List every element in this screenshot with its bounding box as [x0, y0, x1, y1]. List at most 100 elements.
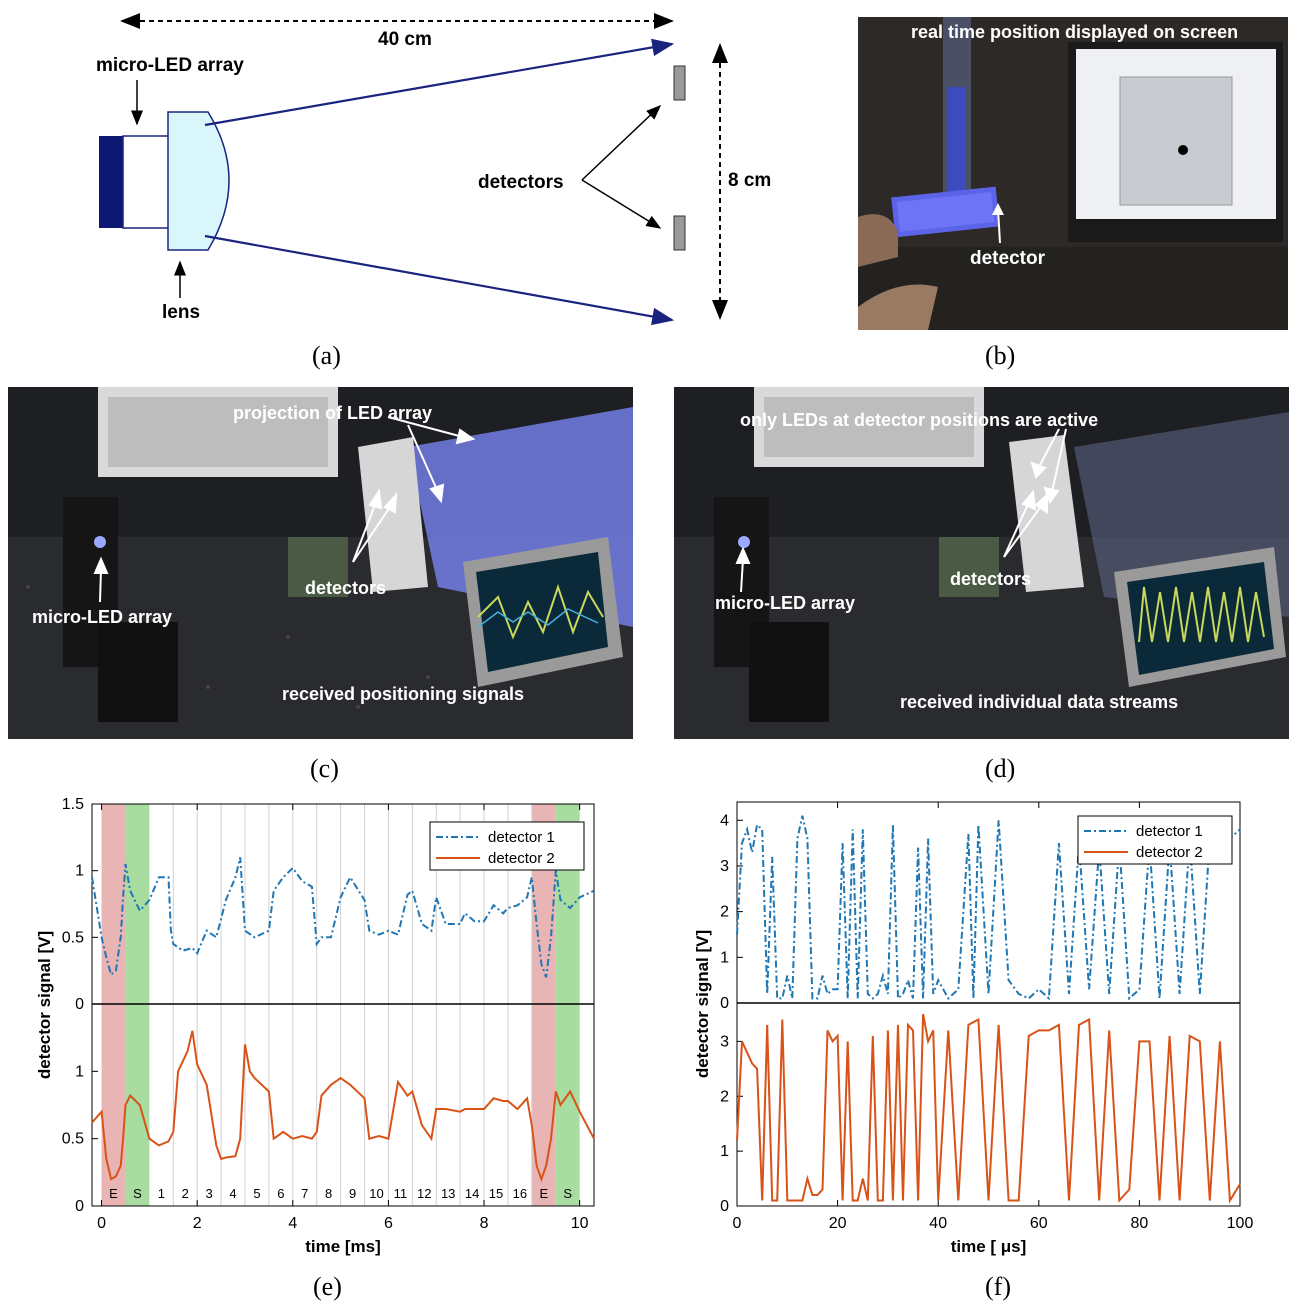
x-tick-label: 6: [384, 1215, 393, 1232]
y-tick-label: 0.5: [62, 929, 84, 946]
slot-label: 10: [369, 1186, 383, 1201]
detectors-label: detectors: [478, 172, 564, 193]
streams-label: received individual data streams: [900, 692, 1179, 712]
band-1: [125, 804, 150, 1206]
series-line-2: [736, 1013, 1241, 1204]
micro-led-label-d: micro-LED array: [715, 593, 856, 613]
x-tick-label: 2: [193, 1215, 202, 1232]
legend-label: detector 2: [1136, 844, 1203, 861]
y-tick-label: 1: [75, 1063, 84, 1080]
lens-shape: [167, 111, 230, 251]
photo-d-scene: [674, 387, 1289, 739]
series-line-1: [736, 815, 1241, 1001]
detectors-label-d: detectors: [950, 569, 1032, 589]
panel-d-photo: [674, 387, 1289, 739]
caption-a: (a): [312, 341, 341, 370]
axes-box: [91, 803, 595, 1207]
projection-label: projection of LED array: [233, 403, 433, 423]
y-tick-label: 3: [720, 1033, 729, 1050]
arrows-d: [735, 428, 1067, 593]
chart-e: E S 1 2 3 4 5 6 7 8 9 10 11 12 13 14 15 16 E S0 2 4 6 8 1000.511…: [35, 796, 595, 1256]
y-axis-label: detector signal [V]: [693, 930, 712, 1078]
x-tick-label: 20: [829, 1215, 847, 1232]
slot-label: E: [109, 1186, 118, 1201]
slot-label: 7: [301, 1186, 308, 1201]
x-tick-label: 8: [480, 1215, 489, 1232]
slot-label: 13: [441, 1186, 455, 1201]
slot-label: 6: [277, 1186, 284, 1201]
slot-label: 4: [229, 1186, 236, 1201]
y-tick-label: 1: [720, 1143, 729, 1160]
y-tick-label: 0: [720, 1198, 729, 1215]
x-tick-label: 60: [1030, 1215, 1048, 1232]
series-line-2: [91, 1030, 595, 1183]
signals-label: received positioning signals: [282, 684, 525, 704]
detector-bottom-shape: [673, 215, 686, 251]
caption-e: (e): [313, 1272, 342, 1301]
y-tick-label: 2: [720, 904, 729, 921]
series-line-1: [91, 857, 595, 978]
x-tick-label: 0: [97, 1215, 106, 1232]
beam-top: [204, 38, 675, 127]
y-tick-label: 0: [75, 1198, 84, 1215]
slot-label: 9: [349, 1186, 356, 1201]
y-tick-label: 1: [720, 949, 729, 966]
legend-label: detector 1: [1136, 823, 1203, 840]
x-tick-label: 80: [1131, 1215, 1149, 1232]
legend-label: detector 1: [488, 829, 555, 846]
lens-label: lens: [162, 302, 201, 323]
x-tick-label: 100: [1227, 1215, 1254, 1232]
panel-a-schematic: [99, 13, 728, 326]
slot-label: 8: [325, 1186, 332, 1201]
x-axis-label: time [ms]: [305, 1237, 381, 1256]
y-tick-label: 4: [720, 812, 729, 829]
photo-b-scene: [858, 17, 1288, 330]
band-0: [101, 804, 126, 1206]
slot-label: 15: [489, 1186, 503, 1201]
y-tick-label: 1: [75, 863, 84, 880]
y-tick-label: 0: [720, 995, 729, 1012]
position-dot: [1178, 145, 1188, 155]
slot-label: S: [563, 1186, 572, 1201]
slot-label: 16: [513, 1186, 527, 1201]
y-tick-label: 2: [720, 1088, 729, 1105]
detector-top-shape: [673, 65, 686, 101]
micro-led-array-label: micro-LED array: [96, 55, 244, 76]
panel-c-photo: [8, 387, 633, 739]
y-tick-label: 0.5: [62, 1131, 84, 1148]
y-tick-label: 1.5: [62, 796, 84, 813]
detector-label-b: detector: [970, 248, 1045, 269]
micro-led-label-c: micro-LED array: [32, 607, 173, 627]
slot-label: 2: [182, 1186, 189, 1201]
screen-position-label: real time position displayed on screen: [911, 22, 1239, 42]
y-axis-label: detector signal [V]: [35, 931, 54, 1079]
x-tick-label: 0: [733, 1215, 742, 1232]
height-label: 8 cm: [728, 170, 772, 191]
slot-label: E: [539, 1186, 548, 1201]
legend-box: [429, 821, 585, 871]
active-leds-label: only LEDs at detector positions are acti…: [740, 410, 1099, 430]
arrows-c: [93, 416, 476, 603]
panel-b-photo: [858, 17, 1288, 330]
arrows-b: [992, 203, 1004, 244]
slot-label: 12: [417, 1186, 431, 1201]
caption-d: (d): [985, 754, 1016, 783]
micro-led-array-block: [99, 136, 123, 228]
band-3: [555, 804, 580, 1206]
x-tick-label: 40: [929, 1215, 947, 1232]
width-label: 40 cm: [378, 29, 432, 50]
legend-box: [1077, 815, 1233, 865]
detectors-label-c: detectors: [305, 578, 387, 598]
beam-bottom: [204, 234, 675, 326]
slot-label: 3: [206, 1186, 213, 1201]
axes-box: [736, 801, 1241, 1207]
x-tick-label: 4: [288, 1215, 297, 1232]
slot-label: S: [133, 1186, 142, 1201]
caption-f: (f): [985, 1272, 1011, 1301]
y-tick-label: 3: [720, 858, 729, 875]
x-tick-label: 10: [571, 1215, 589, 1232]
slot-label: 11: [394, 1186, 408, 1201]
y-tick-label: 0: [75, 996, 84, 1013]
array-mount: [122, 135, 170, 229]
